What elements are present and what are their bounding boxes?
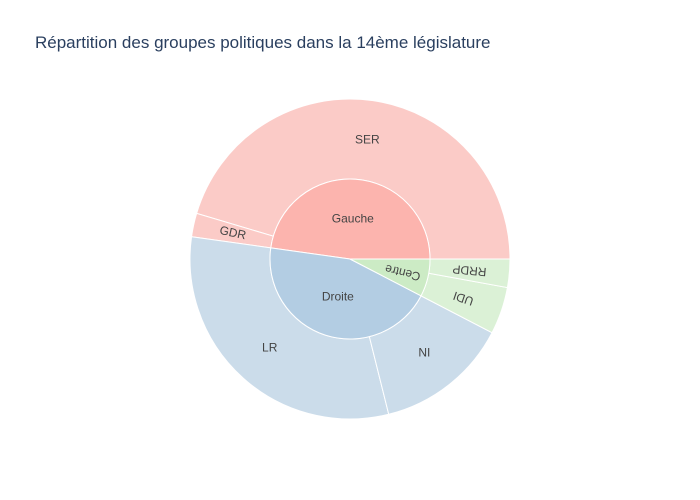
sunburst-segment-gauche[interactable] — [270, 178, 431, 260]
sunburst-label-rrdp: RRDP — [452, 262, 487, 279]
sunburst-label-gauche: Gauche — [332, 211, 374, 225]
sunburst-segment-droite[interactable] — [269, 247, 422, 340]
sunburst-segment-centre[interactable] — [349, 258, 431, 297]
sunburst-label-udi: UDI — [451, 289, 475, 309]
sunburst-label-ser: SER — [355, 132, 380, 146]
sunburst-label-droite: Droite — [322, 289, 354, 303]
sunburst-label-ni: NI — [418, 345, 430, 359]
chart-title: Répartition des groupes politiques dans … — [35, 33, 491, 52]
sunburst-label-gdr: GDR — [218, 223, 247, 242]
sunburst-label-lr: LR — [262, 340, 278, 354]
